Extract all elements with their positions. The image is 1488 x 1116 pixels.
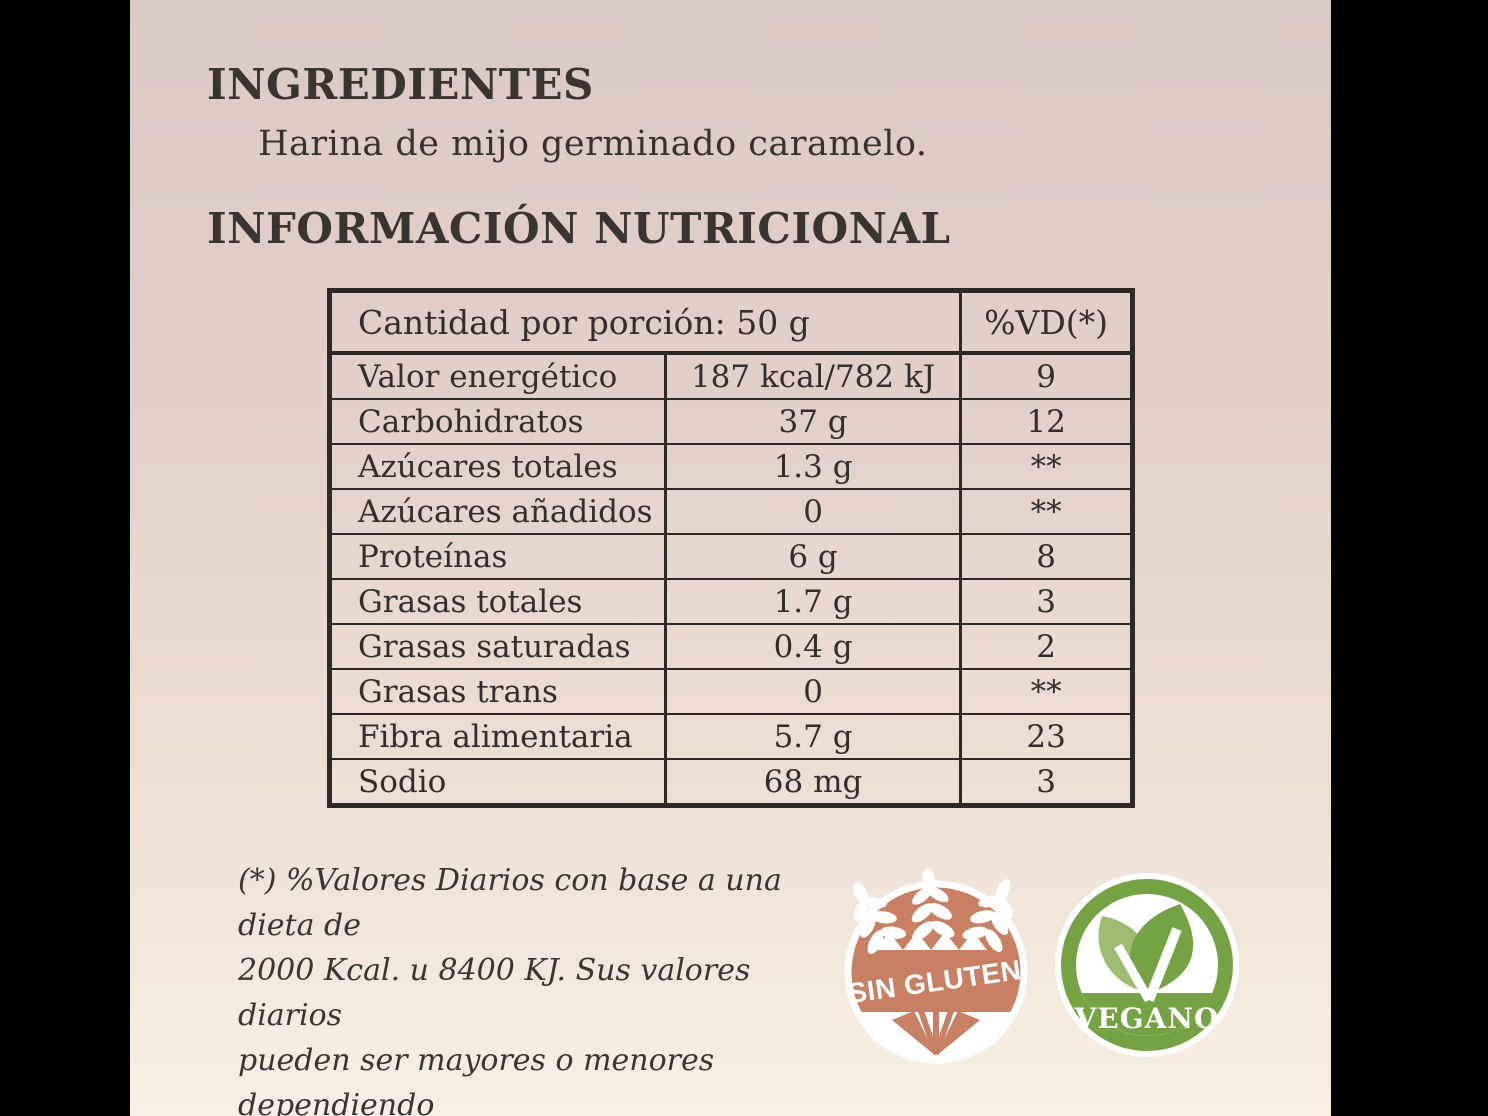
serving-size-header: Cantidad por porción: 50 g (358, 302, 810, 342)
right-letterbox-bar (1331, 0, 1488, 1116)
nutrient-amount: 68 mg (663, 760, 959, 803)
left-letterbox-bar (0, 0, 130, 1116)
footnote-line: 2000 Kcal. u 8400 KJ. Sus valores diario… (238, 953, 751, 1033)
nutrient-daily-value: 9 (959, 355, 1130, 398)
nutrient-name: Azúcares totales (358, 448, 618, 485)
row-azucares-totales: Azúcares totales 1.3 g ** (332, 445, 1130, 490)
leaf-right (1130, 904, 1194, 993)
nutrient-amount: 37 g (663, 400, 959, 443)
daily-value-header: %VD(*) (959, 293, 1130, 351)
crossed-grain-icon (892, 1002, 980, 1056)
table-header-row: Cantidad por porción: 50 g %VD(*) (332, 293, 1130, 355)
nutrient-daily-value: 8 (959, 535, 1130, 578)
row-valor-energetico: Valor energético 187 kcal/782 kJ 9 (332, 355, 1130, 400)
row-sodio: Sodio 68 mg 3 (332, 760, 1130, 803)
nutrient-amount: 0.4 g (663, 625, 959, 668)
row-grasas-saturadas: Grasas saturadas 0.4 g 2 (332, 625, 1130, 670)
nutrient-name: Carbohidratos (358, 403, 584, 440)
nutrient-name: Sodio (358, 763, 447, 800)
row-proteinas: Proteínas 6 g 8 (332, 535, 1130, 580)
nutrient-daily-value: ** (959, 670, 1130, 713)
nutrient-daily-value: ** (959, 490, 1130, 533)
footnote-line: (*) %Valores Diarios con base a una diet… (238, 863, 782, 943)
row-grasas-totales: Grasas totales 1.7 g 3 (332, 580, 1130, 625)
nutrient-daily-value: ** (959, 445, 1130, 488)
nutrient-amount: 0 (663, 670, 959, 713)
ingredients-title: INGREDIENTES (207, 60, 594, 109)
label-panel: INGREDIENTES Harina de mijo germinado ca… (130, 0, 1331, 1116)
gluten-free-badge: SIN GLUTEN (844, 868, 1028, 1064)
vegan-badge: VEGANO (1055, 873, 1239, 1057)
nutrient-daily-value: 3 (959, 580, 1130, 623)
nutrition-table: Cantidad por porción: 50 g %VD(*) Valor … (327, 288, 1135, 808)
nutrient-amount: 0 (663, 490, 959, 533)
nutrition-info-title: INFORMACIÓN NUTRICIONAL (207, 204, 951, 253)
nutrient-amount: 1.3 g (663, 445, 959, 488)
nutrient-amount: 5.7 g (663, 715, 959, 758)
nutrient-name: Grasas trans (358, 673, 558, 710)
vegan-badge-bottom-panel (1081, 993, 1213, 1036)
nutrient-daily-value: 23 (959, 715, 1130, 758)
ingredients-text: Harina de mijo germinado caramelo. (258, 124, 928, 164)
nutrient-daily-value: 3 (959, 760, 1130, 803)
row-grasas-trans: Grasas trans 0 ** (332, 670, 1130, 715)
footnote-line: pueden ser mayores o menores dependiendo (238, 1043, 715, 1116)
nutrient-daily-value: 2 (959, 625, 1130, 668)
nutrient-amount: 1.7 g (663, 580, 959, 623)
row-azucares-anadidos: Azúcares añadidos 0 ** (332, 490, 1130, 535)
nutrient-amount: 6 g (663, 535, 959, 578)
wheat-icon (853, 868, 1014, 954)
leaves-icon (1098, 904, 1194, 1003)
row-carbohidratos: Carbohidratos 37 g 12 (332, 400, 1130, 445)
nutrient-amount: 187 kcal/782 kJ (663, 355, 959, 398)
nutrient-name: Grasas totales (358, 583, 583, 620)
nutrient-name: Grasas saturadas (358, 628, 631, 665)
vegan-badge-label: VEGANO (1074, 1002, 1220, 1035)
row-fibra-alimentaria: Fibra alimentaria 5.7 g 23 (332, 715, 1130, 760)
nutrient-name: Valor energético (358, 358, 618, 395)
nutrient-name: Fibra alimentaria (358, 718, 633, 755)
nutrient-daily-value: 12 (959, 400, 1130, 443)
daily-values-footnote: (*) %Valores Diarios con base a una diet… (238, 858, 848, 1116)
nutrient-name: Azúcares añadidos (358, 493, 653, 530)
nutrient-name: Proteínas (358, 538, 508, 575)
